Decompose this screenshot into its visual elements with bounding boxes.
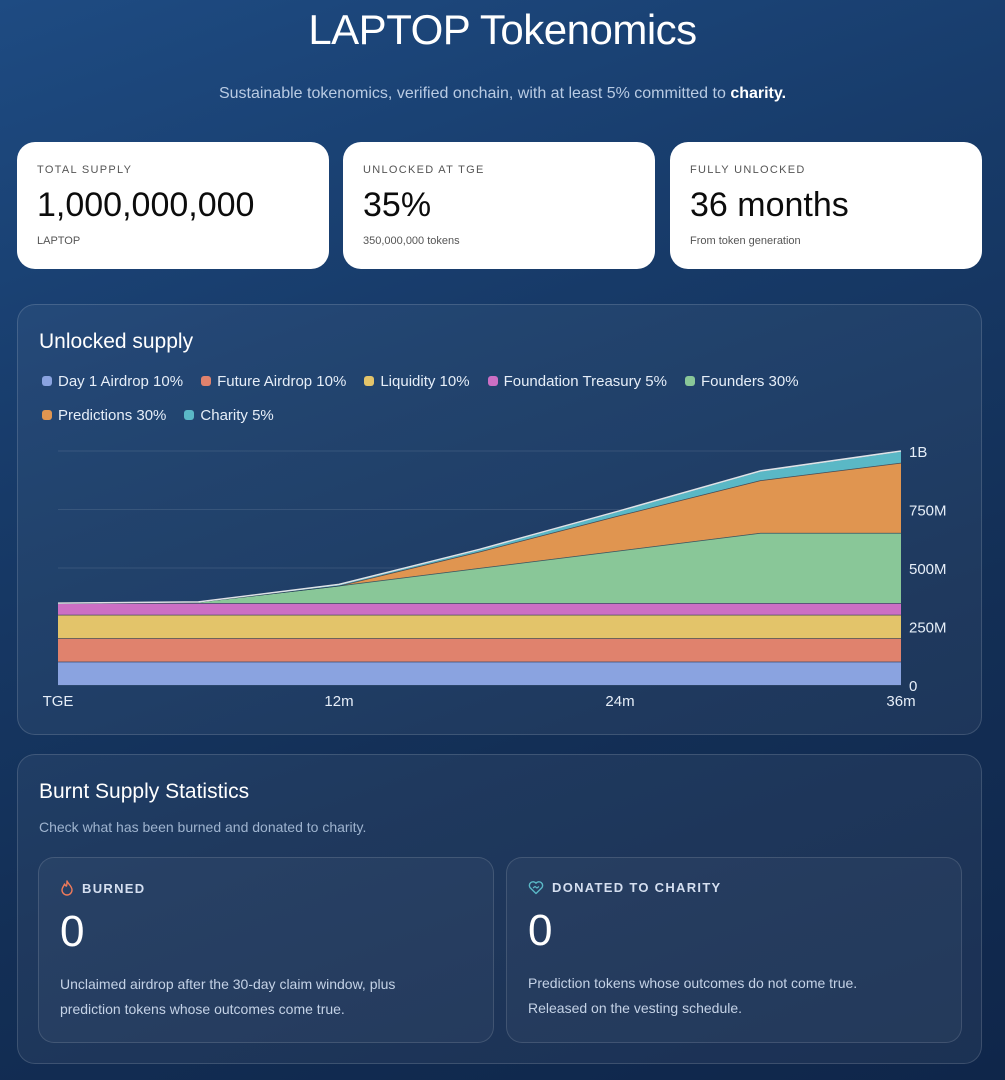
- area-foundation-treasury-5: [58, 603, 901, 615]
- donated-header: DONATED TO CHARITY: [528, 880, 940, 895]
- chart-title: Unlocked supply: [39, 330, 194, 353]
- area-liquidity-10: [58, 614, 901, 639]
- legend-swatch: [685, 376, 695, 386]
- total-supply-card: TOTAL SUPPLY 1,000,000,000 LAPTOP: [17, 142, 329, 269]
- area-day-1-airdrop-10: [58, 661, 901, 685]
- burned-card: BURNED 0 Unclaimed airdrop after the 30-…: [38, 857, 494, 1043]
- unlocked-supply-panel: Unlocked supply Day 1 Airdrop 10% Future …: [17, 304, 982, 735]
- burned-text-line: prediction tokens whose outcomes come tr…: [60, 1001, 345, 1017]
- chart-legend: Day 1 Airdrop 10% Future Airdrop 10% Liqui…: [42, 371, 942, 425]
- legend-swatch: [42, 376, 52, 386]
- donated-label: DONATED TO CHARITY: [552, 880, 722, 895]
- y-tick-label: 0: [909, 678, 917, 695]
- legend-label: Charity 5%: [200, 406, 274, 424]
- legend-swatch: [201, 376, 212, 386]
- stat-label: UNLOCKED AT TGE: [363, 164, 485, 176]
- stat-sub: From token generation: [690, 235, 801, 247]
- unlocked-at-tge-card: UNLOCKED AT TGE 35% 350,000,000 tokens: [343, 142, 655, 269]
- burn-description: Check what has been burned and donated t…: [39, 819, 367, 835]
- x-tick-label: 12m: [324, 693, 353, 710]
- x-tick-label: 36m: [886, 693, 915, 710]
- subtitle-emphasis: charity.: [730, 85, 787, 102]
- area-future-airdrop-10: [58, 638, 901, 662]
- burned-label: BURNED: [82, 880, 146, 896]
- y-tick-label: 500M: [909, 561, 947, 578]
- stat-label: FULLY UNLOCKED: [690, 164, 806, 176]
- legend-item: Liquidity 10%: [364, 371, 470, 391]
- stat-label: TOTAL SUPPLY: [37, 164, 133, 176]
- burned-value: 0: [60, 907, 85, 956]
- x-tick-label: 24m: [605, 693, 634, 710]
- legend-label: Liquidity 10%: [380, 372, 470, 390]
- burned-description: Unclaimed airdrop after the 30-day claim…: [60, 972, 472, 1022]
- y-tick-label: 1B: [909, 444, 927, 461]
- donated-text-line: Prediction tokens whose outcomes do not …: [528, 975, 858, 991]
- legend-label: Day 1 Airdrop 10%: [58, 372, 184, 390]
- legend-item: Charity 5%: [184, 405, 274, 425]
- area-charity-5: [58, 451, 901, 604]
- donated-text-line: Released on the vesting schedule.: [528, 1000, 743, 1016]
- donated-card: DONATED TO CHARITY 0 Prediction tokens w…: [506, 857, 962, 1043]
- total-line: [57, 450, 902, 604]
- legend-item: Day 1 Airdrop 10%: [42, 371, 183, 391]
- legend-label: Foundation Treasury 5%: [503, 372, 667, 390]
- flame-icon: [61, 880, 73, 896]
- unlocked-supply-chart: 0 250M 500M 750M 1B TGE 12m 24m 36m: [43, 444, 947, 710]
- legend-label: Predictions 30%: [58, 406, 167, 424]
- donated-description: Prediction tokens whose outcomes do not …: [528, 971, 940, 1021]
- stat-sub: LAPTOP: [37, 235, 81, 247]
- legend-item: Foundation Treasury 5%: [487, 371, 667, 391]
- burnt-supply-panel: Burnt Supply Statistics Check what has b…: [17, 754, 982, 1064]
- x-tick-label: TGE: [43, 693, 74, 710]
- legend-swatch: [364, 376, 375, 386]
- page-subtitle: Sustainable tokenomics, verified onchain…: [0, 85, 1005, 103]
- legend-label: Founders 30%: [701, 372, 799, 390]
- y-tick-label: 250M: [909, 620, 947, 637]
- stat-sub: 350,000,000 tokens: [363, 235, 460, 247]
- subtitle-text: Sustainable tokenomics, verified onchain…: [218, 85, 726, 102]
- burned-text-line: Unclaimed airdrop after the 30-day claim…: [60, 976, 396, 992]
- stat-value: 1,000,000,000: [37, 186, 255, 224]
- burned-header: BURNED: [60, 880, 472, 896]
- y-tick-label: 750M: [909, 503, 947, 520]
- legend-swatch: [487, 376, 498, 386]
- heart-icon: [528, 881, 544, 895]
- legend-swatch: [42, 410, 52, 420]
- legend-label: Future Airdrop 10%: [217, 372, 347, 390]
- stat-value: 36 months: [690, 186, 849, 224]
- legend-item: Predictions 30%: [42, 405, 166, 425]
- donated-value: 0: [528, 906, 553, 955]
- legend-item: Future Airdrop 10%: [201, 371, 346, 391]
- burn-title: Burnt Supply Statistics: [39, 780, 250, 803]
- legend-swatch: [184, 410, 195, 420]
- stat-value: 35%: [363, 186, 432, 224]
- fully-unlocked-card: FULLY UNLOCKED 36 months From token gene…: [670, 142, 982, 269]
- legend-item: Founders 30%: [685, 371, 799, 391]
- page-title: LAPTOP Tokenomics: [308, 6, 697, 53]
